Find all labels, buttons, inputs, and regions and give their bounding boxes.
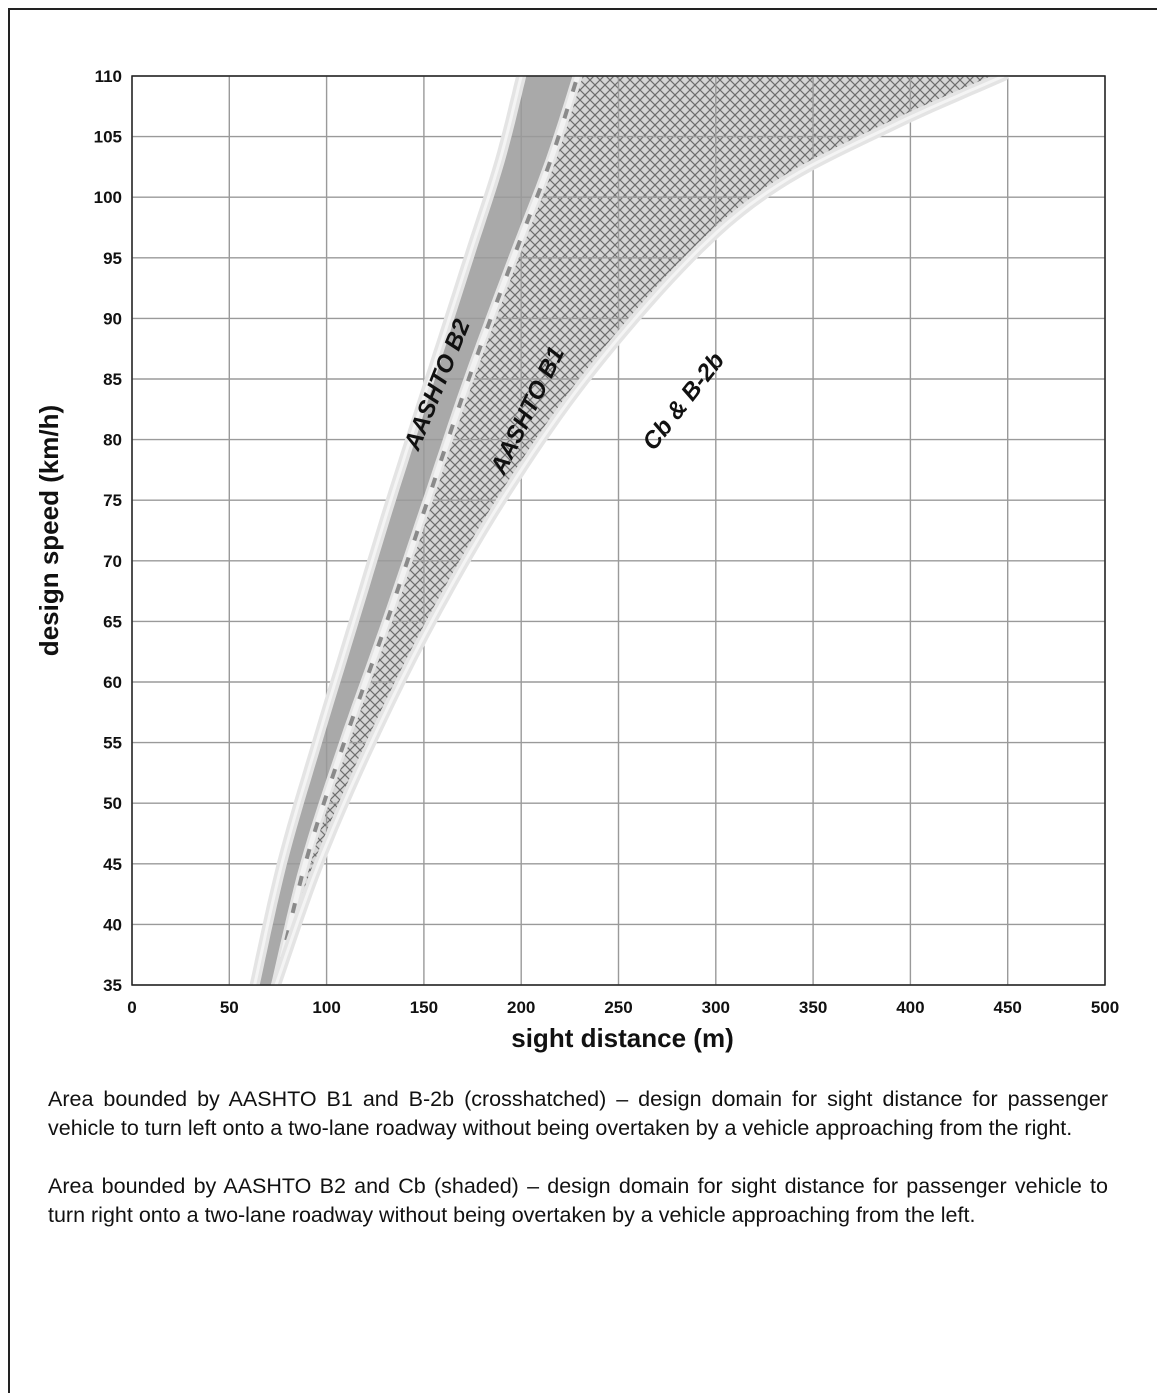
x-tick-label: 450 xyxy=(994,998,1022,1017)
y-tick-label: 55 xyxy=(103,734,122,753)
x-tick-label: 0 xyxy=(127,998,136,1017)
x-tick-label: 50 xyxy=(220,998,239,1017)
caption-shaded: Area bounded by AASHTO B2 and Cb (shaded… xyxy=(48,1174,1108,1227)
x-tick-label: 350 xyxy=(799,998,827,1017)
y-tick-label: 50 xyxy=(103,794,122,813)
x-tick-label: 250 xyxy=(604,998,632,1017)
y-tick-label: 70 xyxy=(103,552,122,571)
y-tick-label: 110 xyxy=(95,67,122,86)
y-tick-label: 80 xyxy=(103,431,122,450)
y-tick-label: 95 xyxy=(103,249,122,268)
y-tick-label: 60 xyxy=(103,673,122,692)
figure-captions: Area bounded by AASHTO B1 and B-2b (cros… xyxy=(48,1085,1108,1259)
sight-distance-chart: 0 50 100 150 200 250 300 350 400 450 500 35 40 45 50 55… xyxy=(34,67,1119,1053)
figure-frame xyxy=(8,8,1157,1393)
y-tick-label: 100 xyxy=(94,188,122,207)
x-tick-label: 150 xyxy=(410,998,438,1017)
curve-cb-b-2b xyxy=(274,76,1005,985)
x-tick-label: 400 xyxy=(896,998,924,1017)
x-tick-label: 300 xyxy=(702,998,730,1017)
curves xyxy=(249,76,1009,985)
plot-border xyxy=(131,75,1106,986)
x-tick-label: 500 xyxy=(1091,998,1119,1017)
x-tick-label: 200 xyxy=(507,998,535,1017)
y-tick-label: 85 xyxy=(103,370,122,389)
y-tick-label: 40 xyxy=(103,915,122,934)
y-tick-label: 75 xyxy=(103,491,122,510)
curve-aashto-b2 xyxy=(253,76,523,985)
curve-aashto-b1 xyxy=(273,76,580,985)
y-tick-label: 90 xyxy=(103,309,122,328)
y-tick-label: 35 xyxy=(103,976,122,995)
y-axis-title: design speed (km/h) xyxy=(34,405,64,656)
x-tick-label: 100 xyxy=(312,998,340,1017)
y-tick-label: 65 xyxy=(103,612,122,631)
x-axis-title: sight distance (m) xyxy=(511,1023,733,1053)
caption-crosshatched: Area bounded by AASHTO B1 and B-2b (cros… xyxy=(48,1087,1108,1140)
y-tick-label: 45 xyxy=(103,855,122,874)
y-tick-label: 105 xyxy=(94,128,122,147)
